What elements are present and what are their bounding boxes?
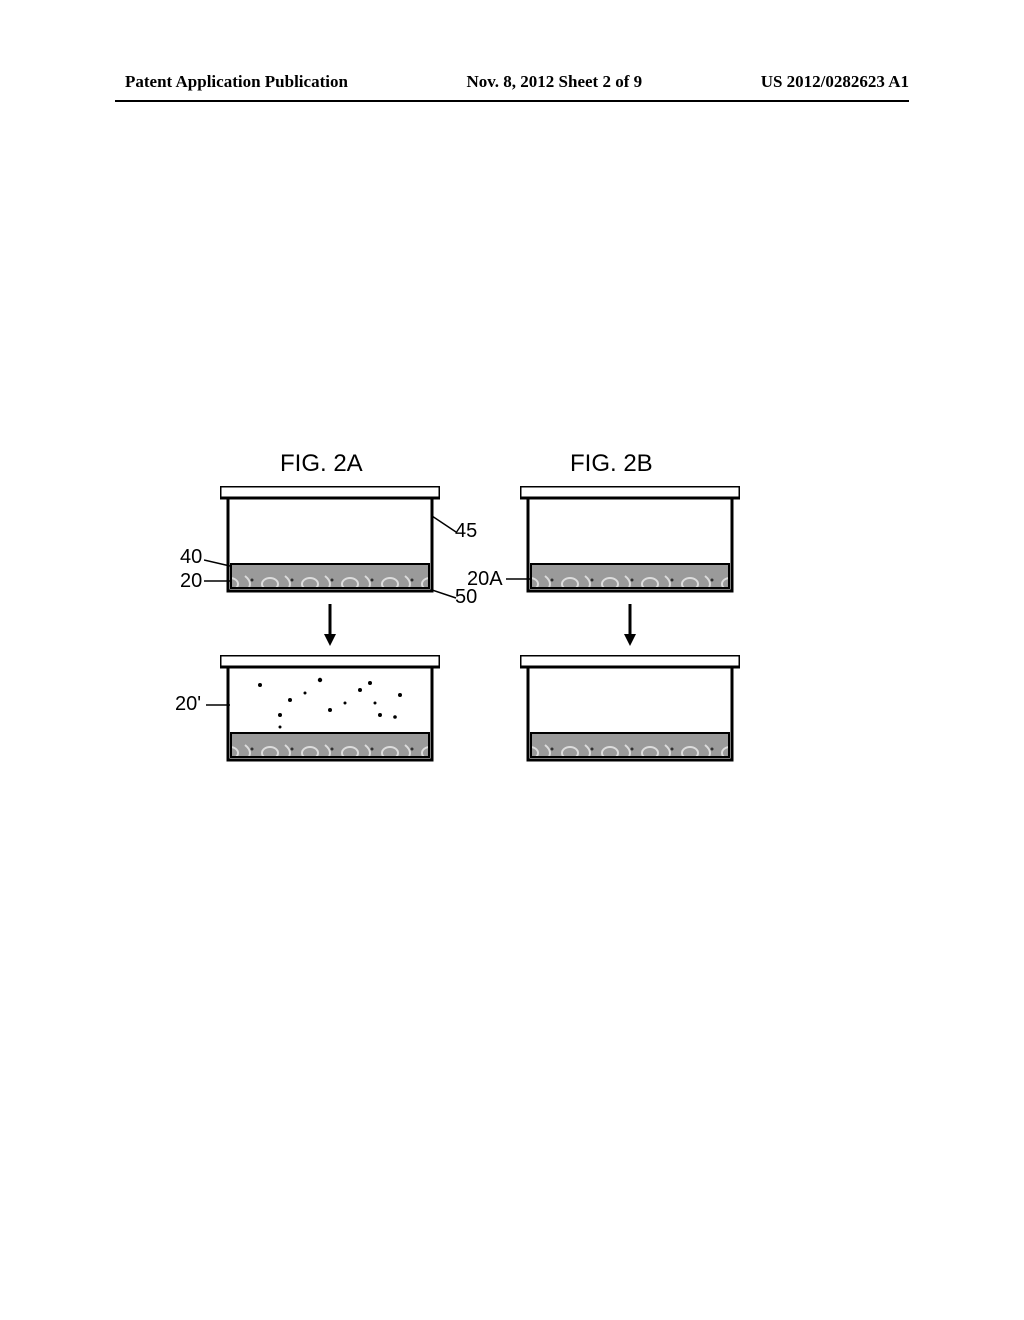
fig2a-arrow-down-icon bbox=[322, 602, 338, 648]
leader-20prime bbox=[206, 702, 232, 708]
fig2a-top-vessel bbox=[220, 486, 440, 594]
figure-2b-title: FIG. 2B bbox=[570, 450, 653, 478]
fig2b-arrow-down-icon bbox=[622, 602, 638, 648]
ref-20: 20 bbox=[180, 570, 202, 593]
ref-20prime: 20' bbox=[175, 693, 201, 716]
page-header: Patent Application Publication Nov. 8, 2… bbox=[0, 72, 1024, 92]
header-rule bbox=[115, 100, 909, 102]
page-container: Patent Application Publication Nov. 8, 2… bbox=[0, 0, 1024, 1320]
leader-40 bbox=[204, 556, 232, 568]
header-date-sheet: Nov. 8, 2012 Sheet 2 of 9 bbox=[466, 72, 642, 92]
header-patent-number: US 2012/0282623 A1 bbox=[761, 72, 909, 92]
leader-45 bbox=[432, 514, 462, 536]
header-publication: Patent Application Publication bbox=[125, 72, 348, 92]
leader-20A bbox=[506, 576, 532, 582]
fig2b-top-vessel bbox=[520, 486, 740, 594]
fig2a-bottom-vessel bbox=[220, 655, 440, 763]
ref-40: 40 bbox=[180, 546, 202, 569]
leader-20 bbox=[204, 578, 232, 584]
ref-20A: 20A bbox=[467, 568, 503, 591]
fig2b-bottom-vessel bbox=[520, 655, 740, 763]
leader-50 bbox=[432, 588, 462, 602]
figure-2a-title: FIG. 2A bbox=[280, 450, 363, 478]
